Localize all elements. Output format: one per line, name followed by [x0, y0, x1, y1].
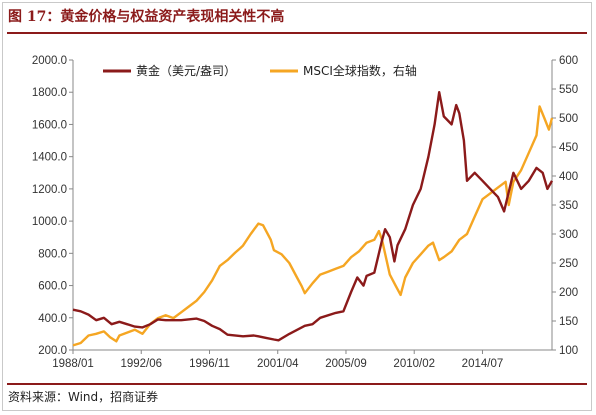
left-tick-label: 1200.0	[32, 184, 67, 196]
left-tick-label: 1000.0	[32, 216, 67, 228]
left-tick-label: 200.0	[38, 345, 67, 357]
x-tick-label: 1996/11	[189, 358, 230, 370]
x-tick-label: 1992/06	[120, 358, 162, 370]
left-tick-label: 1400.0	[32, 152, 67, 164]
left-tick-label: 400.0	[38, 313, 67, 325]
right-tick-label: 600	[559, 55, 578, 67]
left-tick-label: 1600.0	[32, 119, 67, 131]
x-tick-label: 1988/01	[52, 358, 94, 370]
gold-price-line	[72, 90, 554, 342]
msci-index-line	[72, 105, 554, 347]
right-tick-label: 350	[559, 200, 578, 212]
x-tick-label: 2010/02	[393, 358, 435, 370]
legend-msci-label: MSCI全球指数，右轴	[303, 63, 417, 78]
legend-gold-label: 黄金（美元/盎司）	[136, 63, 236, 78]
right-tick-label: 550	[559, 84, 578, 96]
right-tick-label: 500	[559, 113, 578, 125]
right-tick-label: 300	[559, 229, 578, 241]
x-tick-label: 2005/09	[325, 358, 367, 370]
right-tick-label: 400	[559, 171, 578, 183]
right-tick-label: 450	[559, 142, 578, 154]
chart-axes: 200.0 400.0 600.0 800.0 1000.0 1200.0 1400.0 16…	[32, 55, 578, 370]
right-tick-label: 150	[559, 316, 578, 328]
source-divider	[7, 383, 587, 385]
right-tick-label: 100	[559, 345, 578, 357]
chart-lines	[72, 90, 554, 347]
left-tick-label: 1800.0	[32, 87, 67, 99]
left-tick-label: 600.0	[38, 281, 67, 293]
title-divider	[7, 32, 587, 34]
x-tick-label: 2001/04	[257, 358, 299, 370]
left-tick-label: 800.0	[38, 248, 67, 260]
chart-legend: 黄金（美元/盎司） MSCI全球指数，右轴	[103, 63, 417, 78]
figure-title: 图 17：黄金价格与权益资产表现相关性不高	[8, 9, 285, 25]
right-tick-label: 250	[559, 258, 578, 270]
source-note: 资料来源：Wind，招商证券	[8, 390, 159, 404]
left-tick-label: 2000.0	[32, 55, 67, 67]
right-tick-label: 200	[559, 287, 578, 299]
x-tick-label: 2014/07	[462, 358, 504, 370]
